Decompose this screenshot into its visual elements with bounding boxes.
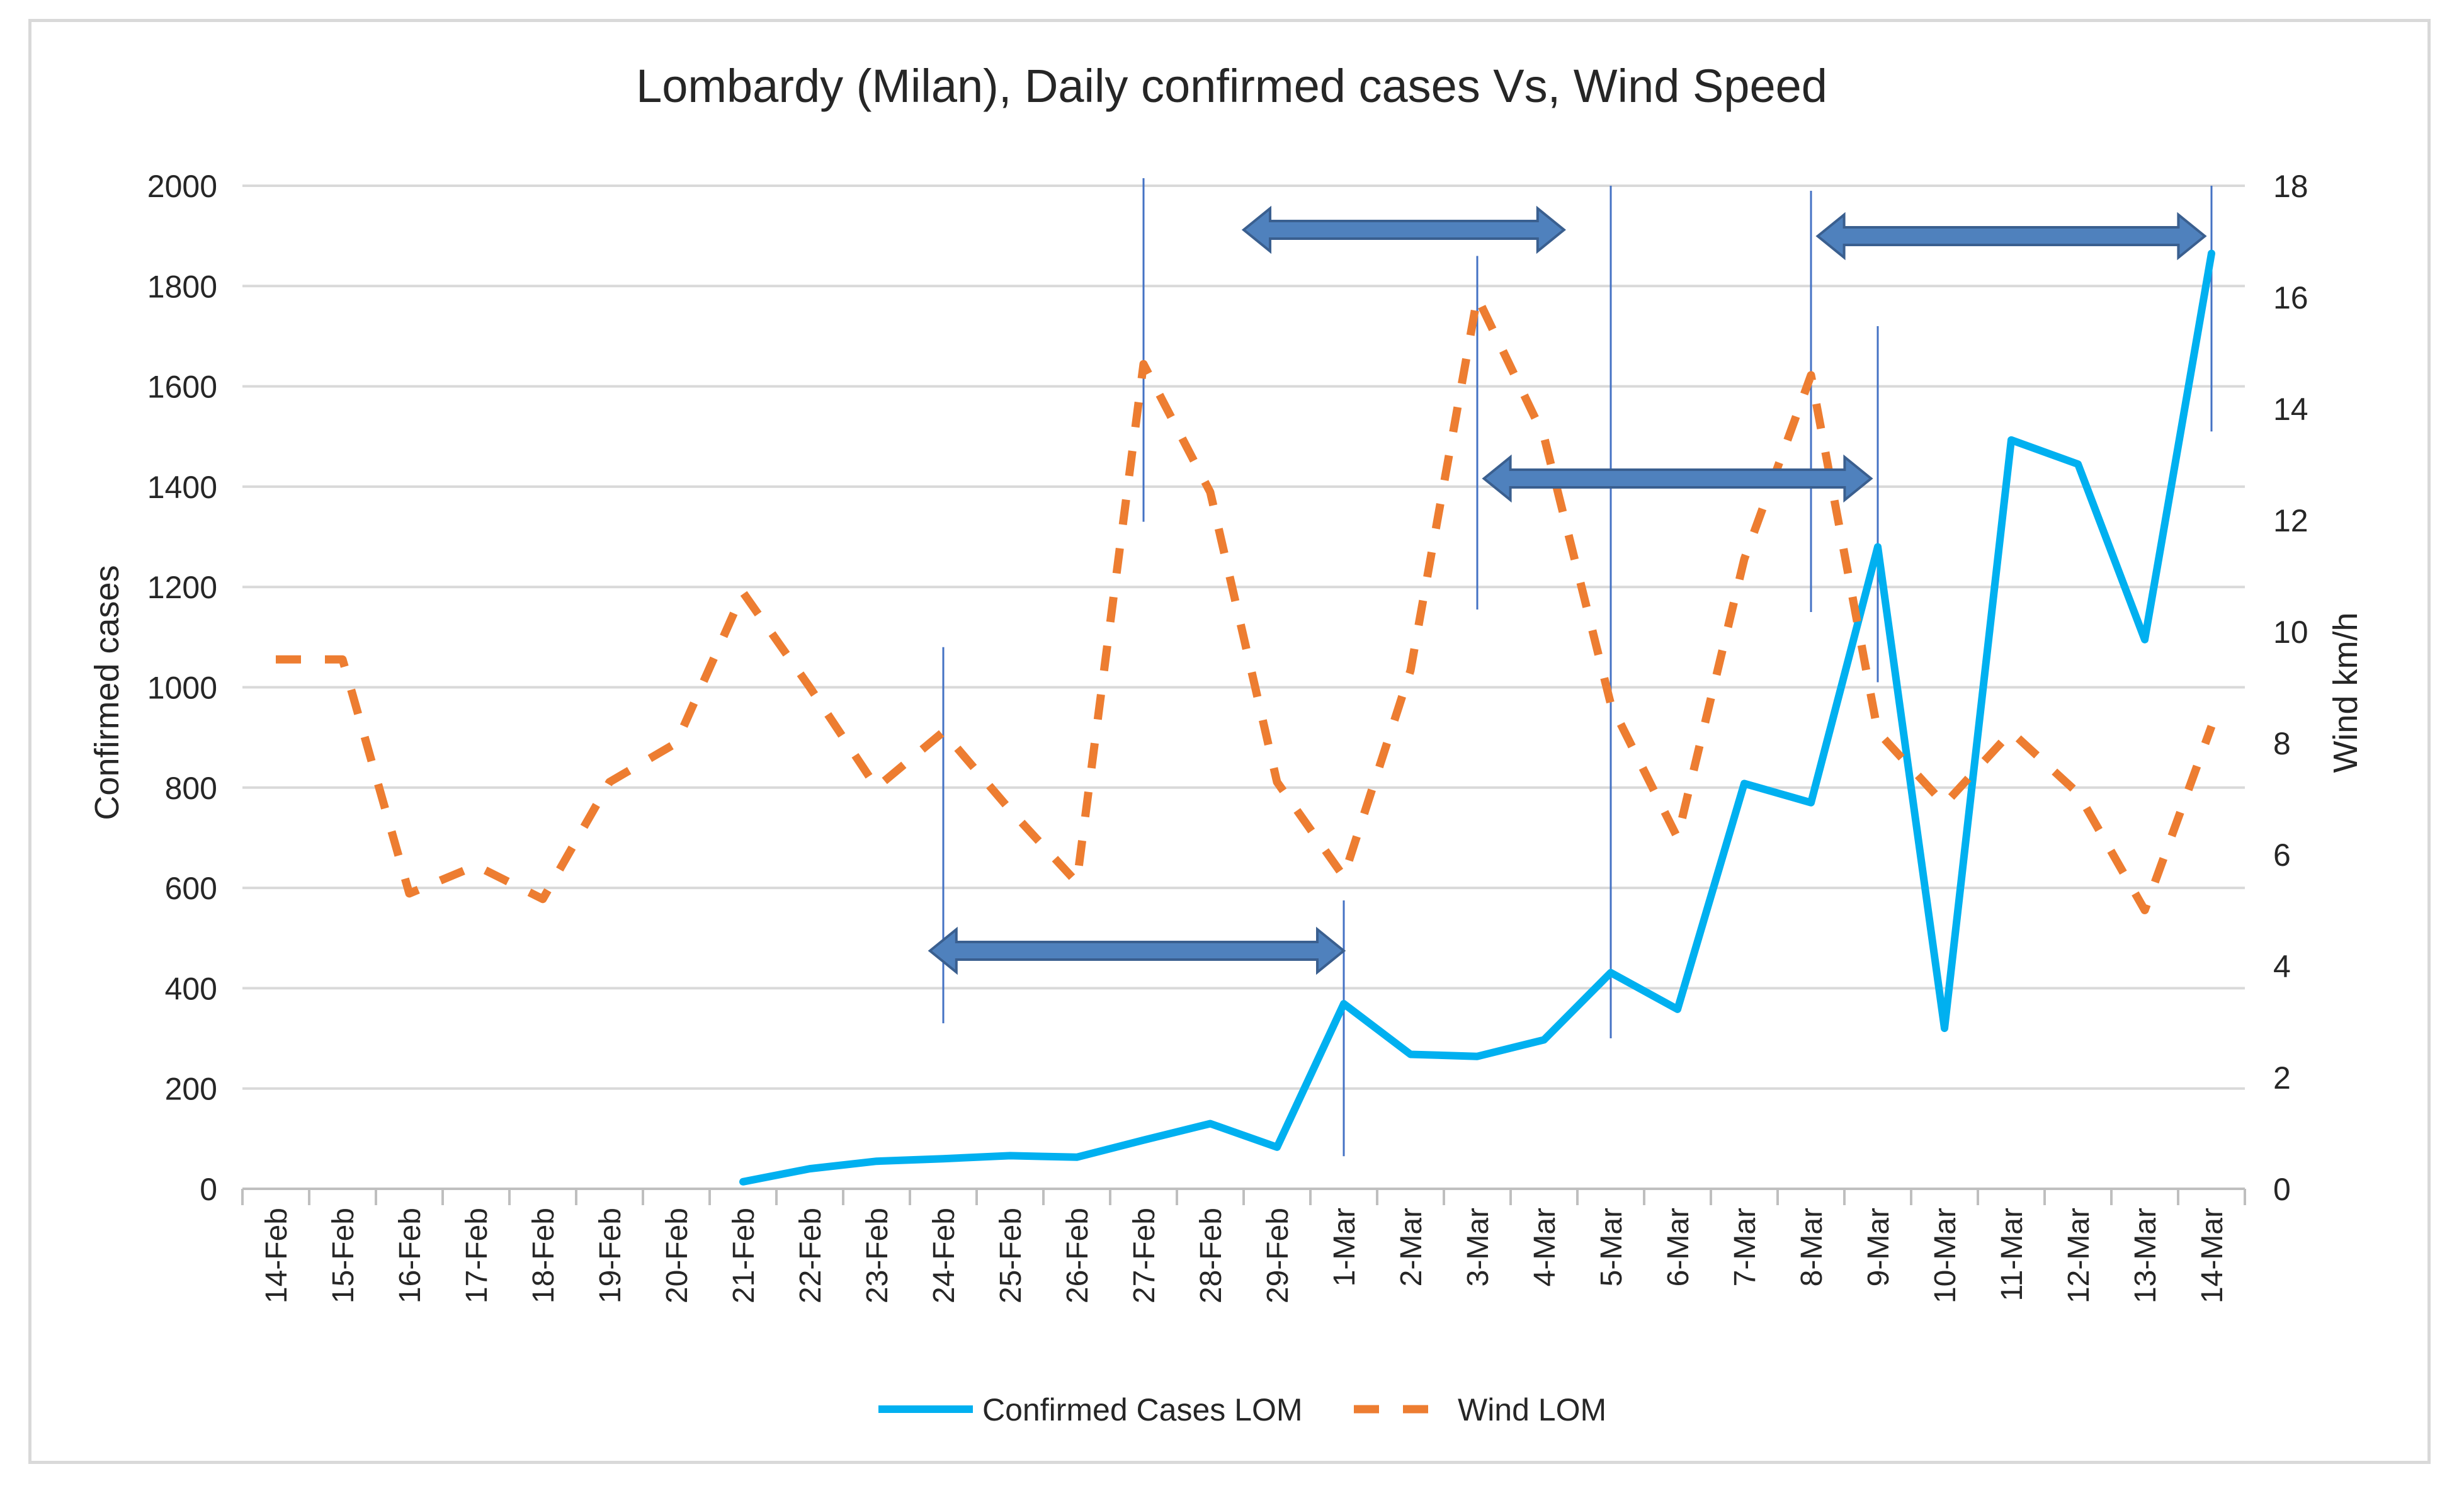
legend-label-wind: Wind LOM — [1458, 1392, 1606, 1427]
y2-tick-label: 10 — [2273, 615, 2308, 650]
x-tick-label: 1-Mar — [1328, 1208, 1361, 1286]
axes: 0200400600800100012001400160018002000024… — [147, 169, 2308, 1303]
x-tick-label: 15-Feb — [327, 1208, 360, 1303]
x-tick-label: 5-Mar — [1595, 1208, 1628, 1286]
y-tick-label: 600 — [165, 871, 217, 906]
y2-tick-label: 12 — [2273, 503, 2308, 538]
x-tick-label: 16-Feb — [394, 1208, 427, 1303]
chart-frame — [28, 19, 2431, 1464]
x-tick-label: 20-Feb — [661, 1208, 694, 1303]
y-tick-label: 800 — [165, 771, 217, 806]
x-tick-label: 25-Feb — [994, 1208, 1028, 1303]
x-tick-label: 24-Feb — [928, 1208, 961, 1303]
x-tick-label: 10-Mar — [1929, 1208, 1962, 1303]
x-tick-label: 2-Mar — [1395, 1208, 1428, 1286]
x-tick-label: 14-Feb — [260, 1208, 293, 1303]
y-tick-label: 400 — [165, 971, 217, 1006]
x-tick-label: 21-Feb — [727, 1208, 761, 1303]
chart-title: Lombardy (Milan), Daily confirmed cases … — [636, 60, 1827, 112]
y-tick-label: 1400 — [147, 470, 217, 505]
y2-tick-label: 4 — [2273, 949, 2291, 984]
legend: Confirmed Cases LOM Wind LOM — [878, 1392, 1606, 1427]
x-tick-label: 12-Mar — [2062, 1208, 2096, 1303]
x-tick-label: 8-Mar — [1795, 1208, 1829, 1286]
double-arrow — [1815, 212, 2207, 261]
x-tick-label: 27-Feb — [1128, 1208, 1161, 1303]
x-tick-label: 23-Feb — [861, 1208, 894, 1303]
x-tick-label: 19-Feb — [594, 1208, 627, 1303]
y-tick-label: 0 — [200, 1172, 217, 1207]
y2-tick-label: 14 — [2273, 392, 2308, 427]
y-tick-label: 2000 — [147, 169, 217, 204]
x-tick-label: 4-Mar — [1528, 1208, 1562, 1286]
x-tick-label: 17-Feb — [460, 1208, 494, 1303]
x-tick-label: 26-Feb — [1061, 1208, 1094, 1303]
y2-tick-label: 16 — [2273, 280, 2308, 315]
y2-tick-label: 2 — [2273, 1060, 2291, 1096]
cases-line — [739, 249, 2215, 1186]
x-tick-label: 28-Feb — [1195, 1208, 1228, 1303]
legend-label-cases: Confirmed Cases LOM — [982, 1392, 1303, 1427]
y-tick-label: 1600 — [147, 370, 217, 405]
x-tick-label: 3-Mar — [1462, 1208, 1495, 1286]
gridlines — [242, 184, 2245, 1090]
x-tick-label: 29-Feb — [1261, 1208, 1295, 1303]
y2-tick-label: 6 — [2273, 837, 2291, 873]
x-tick-label: 22-Feb — [794, 1208, 827, 1303]
y-axis-label: Confirmed cases — [88, 565, 126, 820]
y-tick-label: 1800 — [147, 269, 217, 304]
x-tick-label: 7-Mar — [1729, 1208, 1762, 1286]
x-tick-label: 9-Mar — [1862, 1208, 1895, 1286]
y2-axis-label: Wind km/h — [2327, 612, 2365, 773]
y-tick-label: 200 — [165, 1072, 217, 1107]
wind-line — [276, 293, 2216, 914]
y-tick-label: 1200 — [147, 570, 217, 605]
x-tick-label: 14-Mar — [2196, 1208, 2229, 1303]
y2-tick-label: 8 — [2273, 726, 2291, 761]
y2-tick-label: 0 — [2273, 1172, 2291, 1207]
double-arrow — [1241, 205, 1566, 254]
y-tick-label: 1000 — [147, 671, 217, 706]
x-tick-label: 13-Mar — [2129, 1208, 2162, 1303]
double-arrows — [928, 205, 2207, 975]
series-layer — [276, 249, 2216, 1186]
y2-tick-label: 18 — [2273, 169, 2308, 204]
double-arrow — [1482, 454, 1873, 503]
x-tick-label: 11-Mar — [1996, 1208, 2029, 1301]
double-arrow — [928, 926, 1346, 975]
x-tick-label: 18-Feb — [527, 1208, 560, 1303]
x-tick-label: 6-Mar — [1662, 1208, 1695, 1286]
